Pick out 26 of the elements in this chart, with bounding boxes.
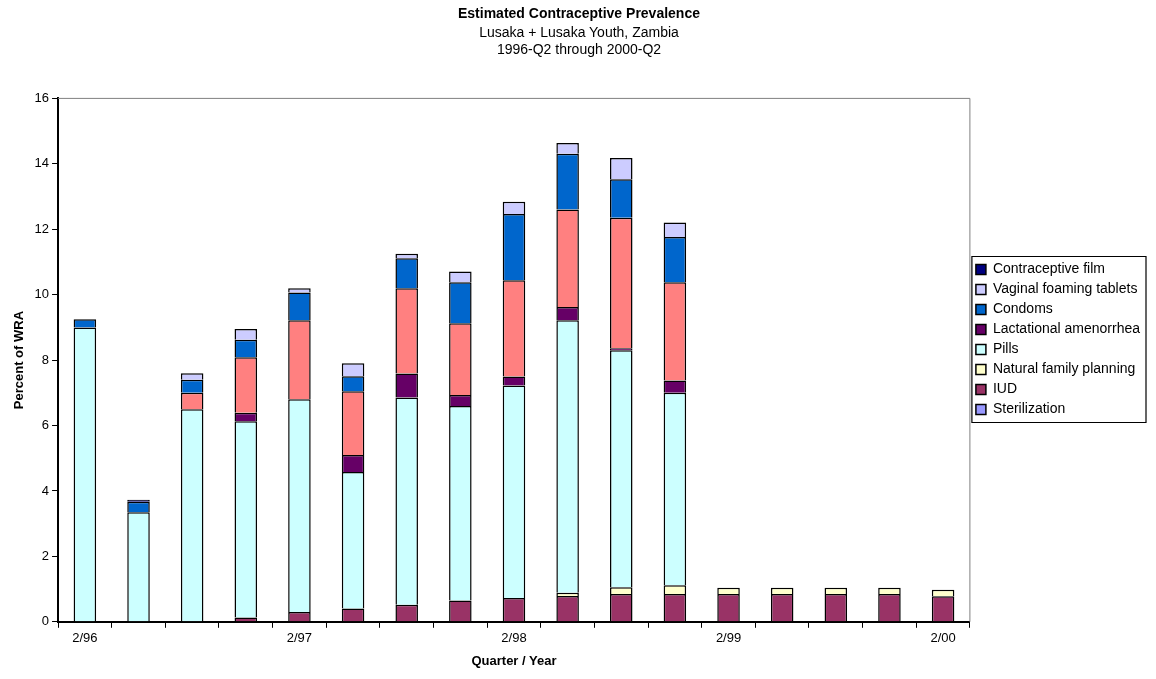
x-tick-label: 2/99 [715, 630, 742, 646]
legend-label: Condoms [992, 300, 1053, 317]
legend-label: Pills [992, 340, 1019, 357]
chart-title: Estimated Contraceptive Prevalence [458, 5, 701, 22]
x-tick-label: 2/00 [930, 630, 956, 646]
legend-label: Sterilization [992, 400, 1066, 417]
x-tick-label: 2/97 [286, 630, 313, 646]
y-tick-label: 2 [41, 547, 50, 563]
x-tick-label: 2/98 [501, 630, 527, 646]
y-tick-label: 8 [41, 351, 50, 367]
legend-label: Contraceptive film [992, 260, 1105, 277]
y-tick-label: 16 [34, 89, 50, 105]
legend-label: Vaginal foaming tablets [992, 280, 1138, 297]
y-tick-label: 6 [41, 417, 50, 433]
y-tick-label: 14 [34, 155, 50, 171]
x-axis-title: Quarter / Year [471, 652, 557, 668]
y-axis-title: Percent of WRA [11, 310, 27, 410]
legend-label: IUD [992, 380, 1018, 397]
chart-subtitle: Lusaka + Lusaka Youth, Zambia 1996-Q2 through 2000-Q2 [479, 24, 680, 57]
y-tick-label: 10 [34, 286, 50, 302]
y-tick-label: 0 [41, 613, 50, 629]
y-tick-label: 12 [34, 220, 50, 236]
legend-label: Lactational amenorrhea [992, 320, 1141, 337]
x-tick-label: 2/96 [72, 630, 98, 646]
y-tick-label: 4 [41, 482, 50, 498]
legend-label: Natural family planning [992, 360, 1136, 377]
